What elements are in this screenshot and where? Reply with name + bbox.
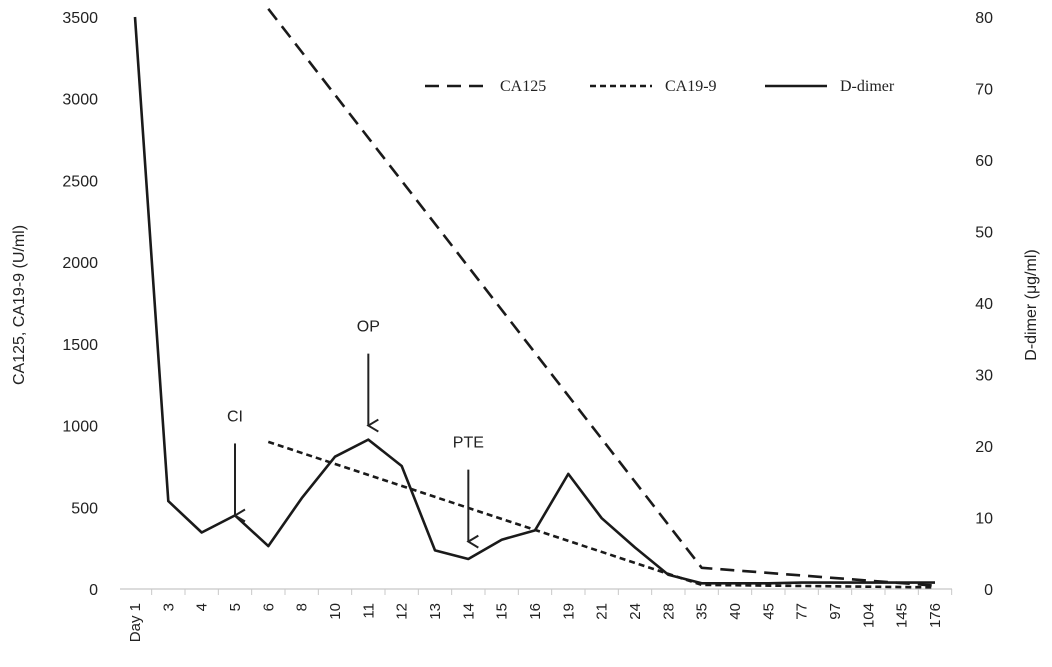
x-tick-label: 176 xyxy=(927,603,944,628)
series-line-ca19-9 xyxy=(267,440,936,589)
legend-label: CA19-9 xyxy=(665,78,717,95)
y-axis-left-label: CA125, CA19-9 (U/ml) xyxy=(11,225,28,385)
x-tick-label: 11 xyxy=(360,603,377,619)
annotation-label: PTE xyxy=(453,435,484,452)
series-layer xyxy=(133,8,936,589)
x-tick-label: 21 xyxy=(594,603,611,620)
x-tick-label: 14 xyxy=(460,603,477,620)
y-right-tick-label: 70 xyxy=(975,82,993,99)
x-tick-label: 3 xyxy=(160,603,177,611)
legend: CA125 CA19-9 D-dimer xyxy=(425,78,895,95)
x-tick-label: 6 xyxy=(260,603,277,611)
x-tick-label: 145 xyxy=(894,603,911,628)
y-left-tick-label: 0 xyxy=(89,582,98,599)
y-left-tick-label: 2000 xyxy=(62,255,98,272)
y-axis-right-label: D-dimer (μg/ml) xyxy=(1023,249,1040,360)
y-right-tick-label: 30 xyxy=(975,368,993,385)
x-tick-label: 24 xyxy=(627,603,644,620)
x-tick-label: 15 xyxy=(494,603,511,620)
x-tick-label: 40 xyxy=(727,603,744,620)
x-tick-label: 4 xyxy=(194,603,211,611)
annotation-layer: CI OP PTE xyxy=(227,319,484,549)
y-left-tick-label: 500 xyxy=(71,500,98,517)
y-right-tick-label: 10 xyxy=(975,511,993,528)
annotation-label: OP xyxy=(357,319,380,336)
series-line-ca125 xyxy=(267,8,936,587)
y-left-tick-label: 2500 xyxy=(62,173,98,190)
y-right-tick-label: 50 xyxy=(975,225,993,242)
y-right-tick-label: 40 xyxy=(975,296,993,313)
x-tick-label: 5 xyxy=(227,603,244,611)
y-right-tick-label: 80 xyxy=(975,10,993,27)
left-axis-ticks: 0 500 1000 1500 2000 2500 3000 3500 xyxy=(62,10,98,599)
legend-label: CA125 xyxy=(500,78,546,95)
y-left-tick-label: 3500 xyxy=(62,10,98,27)
x-tick-label: 12 xyxy=(394,603,411,620)
y-left-tick-label: 1000 xyxy=(62,419,98,436)
x-tick-label: 35 xyxy=(694,603,711,620)
y-right-tick-label: 20 xyxy=(975,439,993,456)
x-tick-label: 19 xyxy=(560,603,577,620)
x-tick-label: Day 1 xyxy=(127,603,144,642)
legend-label: D-dimer xyxy=(840,78,895,95)
x-tick-label: 45 xyxy=(760,603,777,620)
y-left-tick-label: 3000 xyxy=(62,92,98,109)
x-tick-label: 104 xyxy=(860,603,877,628)
x-tick-label: 16 xyxy=(527,603,544,620)
y-left-tick-label: 1500 xyxy=(62,337,98,354)
x-axis-ticks: Day 1 3 4 5 6 8 10 11 12 13 14 15 16 19 21 24 28 35 40 45 77… xyxy=(120,588,953,642)
y-right-tick-label: 0 xyxy=(984,582,993,599)
series-line-d-dimer xyxy=(133,16,935,585)
right-axis-ticks: 0 10 20 30 40 50 60 70 80 xyxy=(975,10,993,599)
x-tick-label: 97 xyxy=(827,603,844,620)
x-tick-label: 28 xyxy=(660,603,677,620)
x-tick-label: 77 xyxy=(794,603,811,620)
annotation-label: CI xyxy=(227,408,243,425)
y-right-tick-label: 60 xyxy=(975,153,993,170)
x-tick-label: 13 xyxy=(427,603,444,620)
x-tick-label: 8 xyxy=(294,603,311,611)
x-tick-label: 10 xyxy=(327,603,344,620)
